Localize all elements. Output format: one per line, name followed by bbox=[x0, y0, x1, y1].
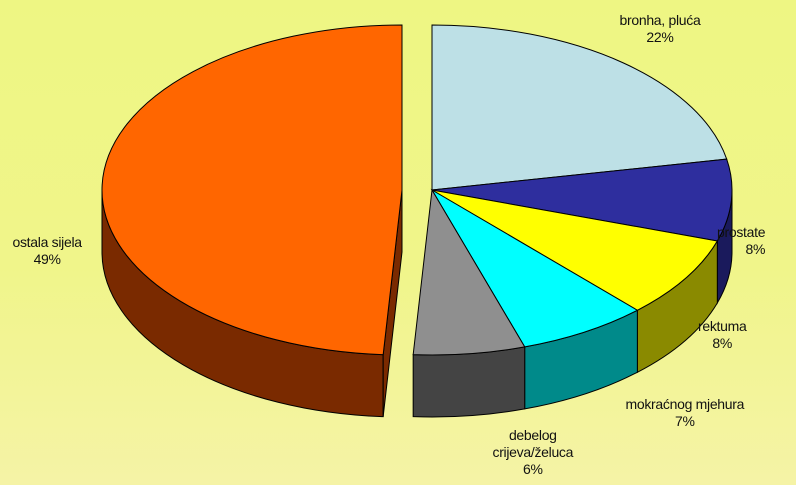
slice-label-text: bronha, pluća bbox=[619, 12, 701, 28]
slice-label-text: prostate bbox=[717, 224, 766, 240]
pie-side-4 bbox=[412, 346, 526, 418]
pie-side-walls bbox=[101, 25, 733, 418]
pie-slice-bronha-plu-a bbox=[431, 24, 728, 191]
slice-value-text: 49% bbox=[33, 251, 61, 267]
slice-label-0: bronha, pluća 22% bbox=[620, 12, 701, 46]
slice-value-text: 7% bbox=[674, 413, 695, 429]
slice-value-text: 6% bbox=[522, 461, 543, 477]
pie-slice-prostate bbox=[431, 158, 733, 242]
slice-label-5: ostala sijela 49% bbox=[12, 234, 83, 268]
slice-label-3: mokraćnog mjehura 7% bbox=[626, 396, 745, 430]
slice-label-2: rektuma 8% bbox=[698, 318, 747, 352]
slice-label-text: ostala sijela bbox=[12, 234, 83, 250]
slice-label-4: debelog crijeva/želuca 6% bbox=[493, 427, 574, 478]
pie-slice-mokra-nog-mjehura bbox=[430, 188, 639, 348]
slice-label-text: debelog bbox=[508, 427, 557, 443]
slice-value-text: 8% bbox=[712, 335, 733, 351]
pie-slice-rektuma bbox=[431, 189, 719, 311]
slice-label-text: crijeva/želuca bbox=[492, 444, 574, 460]
pie-slice-debelog-crijeva-eluca bbox=[412, 188, 526, 356]
slice-value-text: 22% bbox=[646, 29, 674, 45]
pie-top-faces bbox=[101, 24, 733, 356]
slice-label-text: rektuma bbox=[698, 318, 747, 334]
slice-label-text: mokraćnog mjehura bbox=[625, 396, 745, 412]
slice-label-1: prostate 8% bbox=[717, 224, 765, 258]
slice-value-text: 8% bbox=[745, 241, 766, 257]
pie-slice-ostala-sijela bbox=[101, 24, 403, 356]
